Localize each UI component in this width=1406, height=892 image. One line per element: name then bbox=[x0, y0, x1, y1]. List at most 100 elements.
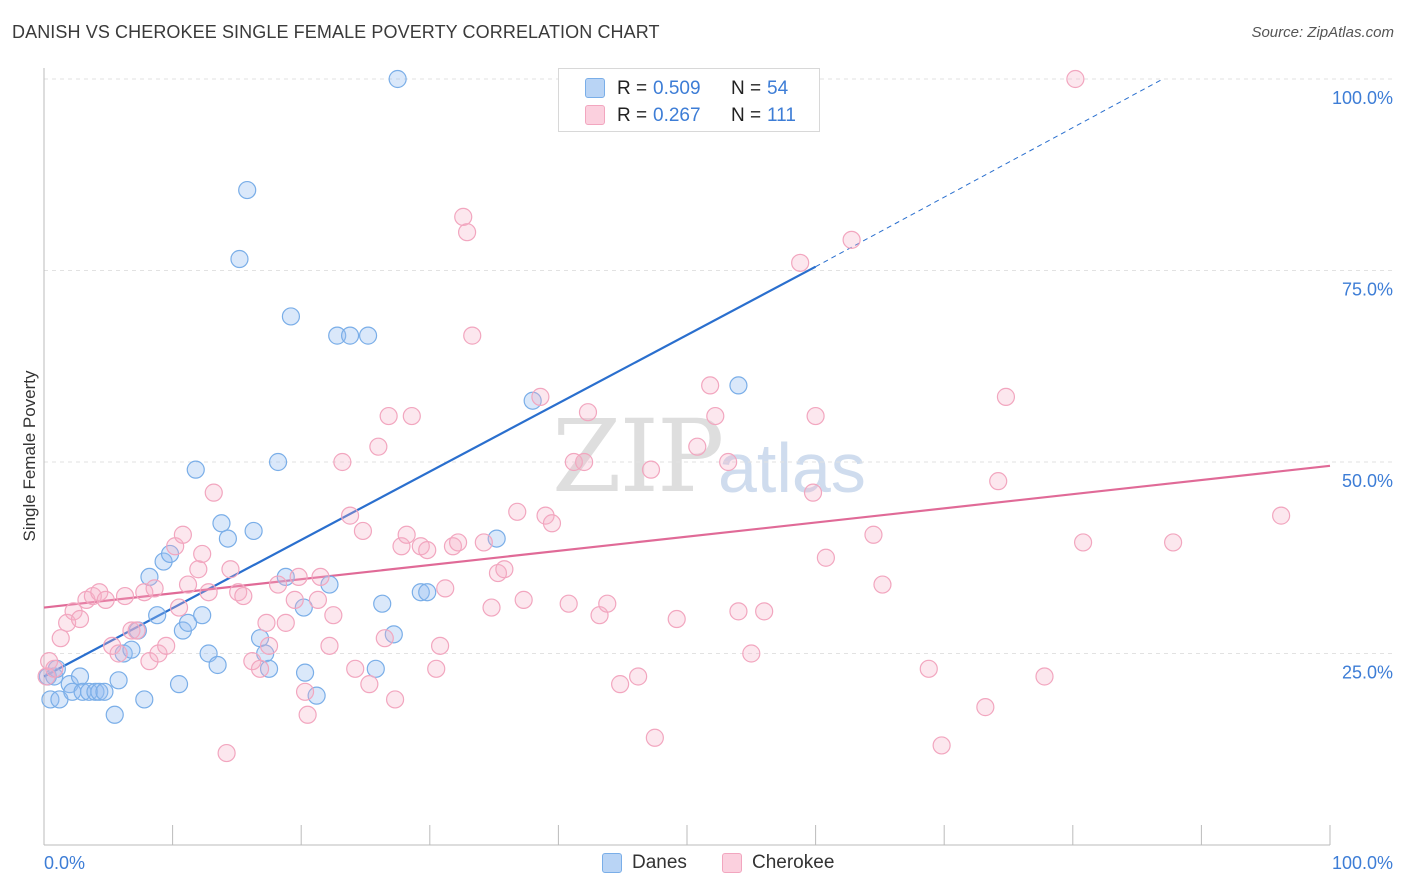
y-tick-label: 50.0% bbox=[1342, 471, 1393, 491]
legend-row-cherokee: R = 0.267 N = 111 bbox=[559, 102, 819, 128]
r-value-danes: 0.509 bbox=[653, 78, 701, 99]
cherokee-point bbox=[308, 590, 328, 609]
r-label: R = bbox=[617, 78, 648, 99]
cherokee-point bbox=[531, 387, 550, 406]
cherokee-point bbox=[629, 667, 648, 686]
cherokee-point bbox=[51, 629, 70, 648]
cherokee-point bbox=[397, 525, 416, 544]
danes-point bbox=[208, 655, 227, 675]
danes-point bbox=[328, 326, 347, 345]
cherokee-point bbox=[842, 230, 861, 249]
danes-point bbox=[169, 675, 189, 694]
danes-point bbox=[186, 460, 205, 479]
cherokee-point bbox=[1035, 667, 1054, 686]
cherokee-point bbox=[598, 594, 617, 613]
gridlines bbox=[44, 78, 1394, 654]
cherokee-point bbox=[1066, 69, 1085, 89]
cherokee-point bbox=[70, 609, 90, 629]
cherokee-point bbox=[333, 452, 352, 472]
danes-point bbox=[105, 705, 124, 724]
cherokee-point bbox=[1272, 506, 1291, 525]
axes bbox=[43, 68, 1331, 846]
cherokee-point bbox=[559, 594, 578, 613]
danes-swatch bbox=[585, 78, 605, 98]
danes-point bbox=[212, 514, 231, 533]
cherokee-point bbox=[276, 613, 295, 632]
cherokee-point bbox=[268, 575, 288, 594]
danes-point bbox=[384, 625, 403, 644]
cherokee-point bbox=[37, 667, 56, 686]
danes-point bbox=[90, 682, 109, 701]
cherokee-trend-line bbox=[43, 464, 1331, 609]
cherokee-point bbox=[430, 636, 450, 655]
cherokee-point bbox=[578, 403, 598, 422]
cherokee-point bbox=[706, 406, 725, 426]
cherokee-point bbox=[873, 575, 892, 594]
cherokee-point bbox=[989, 472, 1008, 491]
cherokee-point bbox=[919, 659, 938, 678]
cherokee-point bbox=[641, 460, 661, 479]
cherokee-point bbox=[285, 590, 304, 609]
trend-lines bbox=[43, 78, 1331, 678]
cherokee-label: Cherokee bbox=[752, 852, 835, 873]
danes-point bbox=[193, 606, 212, 625]
cherokee-point bbox=[402, 406, 421, 426]
cherokee-point bbox=[369, 437, 388, 456]
danes-point bbox=[281, 307, 301, 326]
x-tick-label: 100.0% bbox=[1332, 853, 1393, 873]
cherokee-point bbox=[234, 586, 253, 606]
cherokee-point bbox=[340, 506, 360, 525]
danes-point bbox=[729, 376, 748, 395]
cherokee-point bbox=[320, 636, 339, 655]
cherokee-point bbox=[976, 698, 995, 717]
cherokee-point bbox=[259, 636, 279, 655]
cherokee-point bbox=[719, 452, 738, 472]
cherokee-point bbox=[454, 207, 473, 226]
cherokee-point bbox=[803, 483, 823, 502]
cherokee-point bbox=[667, 609, 686, 629]
danes-swatch bbox=[602, 853, 622, 873]
cherokee-point bbox=[645, 728, 664, 747]
danes-point bbox=[268, 452, 288, 472]
danes-point bbox=[295, 663, 315, 682]
danes-point bbox=[148, 606, 167, 625]
y-tick-label: 75.0% bbox=[1342, 280, 1393, 300]
cherokee-point bbox=[115, 586, 135, 606]
cherokee-point bbox=[379, 406, 398, 426]
cherokee-point bbox=[243, 652, 262, 671]
cherokee-point bbox=[217, 743, 236, 763]
cherokee-point bbox=[360, 675, 379, 694]
cherokee-point bbox=[864, 525, 883, 544]
cherokee-point bbox=[1164, 533, 1183, 552]
cherokee-point bbox=[932, 736, 951, 755]
danes-point bbox=[109, 671, 128, 690]
n-label: N = bbox=[731, 78, 762, 99]
danes-trend-line bbox=[43, 265, 817, 678]
cherokee-point bbox=[514, 590, 533, 609]
cherokee-point bbox=[169, 598, 189, 617]
cherokee-point bbox=[806, 406, 825, 426]
n-value-cherokee: 111 bbox=[767, 105, 796, 126]
cherokee-point bbox=[324, 606, 343, 625]
watermark-atlas: atlas bbox=[718, 429, 866, 507]
danes-point bbox=[218, 529, 237, 548]
cherokee-point bbox=[564, 452, 583, 472]
cherokee-point bbox=[221, 560, 240, 579]
cherokee-point bbox=[482, 598, 501, 617]
r-label: R = bbox=[617, 105, 648, 126]
danes-point bbox=[95, 682, 114, 701]
danes-point bbox=[411, 583, 430, 602]
cherokee-point bbox=[688, 437, 707, 456]
danes-label: Danes bbox=[632, 852, 687, 873]
data-points bbox=[37, 69, 1291, 763]
cherokee-point bbox=[385, 690, 405, 709]
cherokee-point bbox=[474, 533, 493, 552]
danes-point bbox=[244, 521, 263, 541]
cherokee-point bbox=[611, 675, 630, 694]
cherokee-point bbox=[755, 602, 774, 621]
x-tick-label: 0.0% bbox=[44, 853, 85, 873]
danes-point bbox=[418, 583, 437, 602]
cherokee-point bbox=[457, 223, 477, 242]
danes-trend-extension bbox=[815, 78, 1164, 268]
cherokee-swatch bbox=[722, 853, 742, 873]
